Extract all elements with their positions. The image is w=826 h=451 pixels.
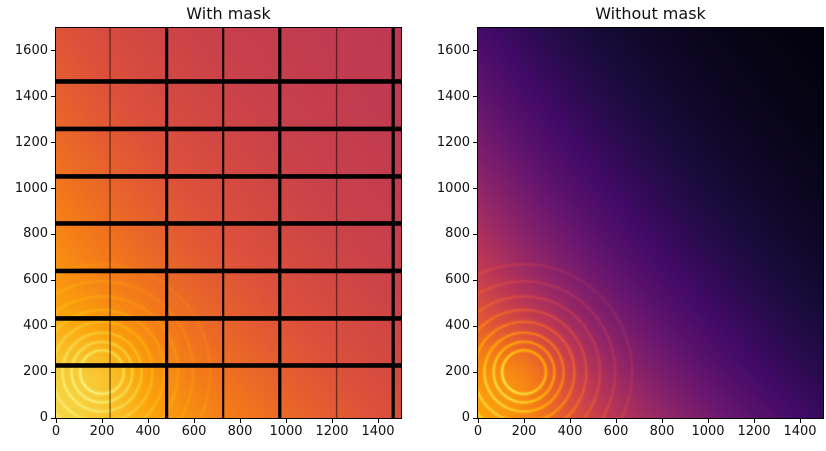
x-axis-tick [239,419,241,423]
y-axis-tick [51,371,55,373]
x-axis-tick-label: 1000 [691,424,725,439]
y-axis-tick-label: 1600 [436,42,470,58]
y-axis-tick-label: 800 [23,226,48,242]
x-axis-tick [285,419,287,423]
y-axis-tick [473,371,477,373]
y-axis-tick-label: 1600 [14,42,48,58]
x-axis-tick [661,419,663,423]
panel-title-without-mask: Without mask [595,4,706,23]
x-axis-tick [55,419,57,423]
y-axis-tick-label: 800 [445,226,470,242]
x-axis-tick [615,419,617,423]
x-axis-tick-label: 0 [51,424,61,439]
y-axis-tick-label: 600 [445,272,470,288]
x-axis-tick [477,419,479,423]
y-axis-tick [51,188,55,190]
heatmap-without-mask [477,27,824,419]
x-axis-tick-label: 1200 [737,424,771,439]
y-axis-tick [473,279,477,281]
x-axis-tick-label: 600 [181,424,207,439]
y-axis-tick-label: 600 [23,272,48,288]
heatmap-with-mask [55,27,402,419]
y-axis-tick [473,50,477,52]
y-axis-tick [51,417,55,419]
y-axis-tick-label: 1000 [14,180,48,196]
x-axis-tick-label: 400 [557,424,583,439]
x-axis-tick [523,419,525,423]
y-axis-tick [51,50,55,52]
y-axis-tick [51,325,55,327]
x-axis-tick [799,419,801,423]
x-axis-tick-label: 1200 [315,424,349,439]
y-axis-tick [51,96,55,98]
y-axis-tick-label: 0 [39,410,48,425]
panel-title-with-mask: With mask [186,4,271,23]
y-axis-tick-label: 1400 [14,88,48,104]
y-axis-tick [473,417,477,419]
x-axis-tick-label: 200 [89,424,115,439]
x-axis-tick [707,419,709,423]
y-axis-tick [473,188,477,190]
y-axis-tick-label: 1200 [436,134,470,150]
y-axis-tick [51,142,55,144]
panel-without-mask: Without mask 0 200 400 600 800 1000 1200 1400 0 2… [437,0,824,451]
y-axis-tick-label: 1000 [436,180,470,196]
y-axis-tick-label: 1200 [14,134,48,150]
y-axis-tick-label: 400 [23,318,48,334]
x-axis-tick-label: 800 [649,424,675,439]
x-axis-tick-label: 1000 [269,424,303,439]
x-axis-tick-label: 200 [511,424,537,439]
x-axis-tick-label: 1400 [361,424,395,439]
x-axis-tick-label: 800 [227,424,253,439]
x-axis-tick [101,419,103,423]
y-axis-tick-label: 400 [445,318,470,334]
x-axis-tick [377,419,379,423]
y-axis-tick [473,96,477,98]
x-axis-tick-label: 0 [473,424,483,439]
y-axis-tick [51,279,55,281]
x-axis-tick [147,419,149,423]
x-axis-tick [753,419,755,423]
y-axis-tick [473,325,477,327]
y-axis-tick-label: 1400 [436,88,470,104]
x-axis-tick [193,419,195,423]
y-axis-tick-label: 200 [23,364,48,380]
y-axis-tick-label: 200 [445,364,470,380]
x-axis-tick [331,419,333,423]
x-axis-tick [569,419,571,423]
x-axis-tick-label: 400 [135,424,161,439]
y-axis-tick [473,142,477,144]
y-axis-tick-label: 0 [461,410,470,425]
y-axis-tick [51,233,55,235]
x-axis-tick-label: 600 [603,424,629,439]
panel-with-mask: With mask 0 200 400 600 800 1000 1200 1400 0 200 4… [15,0,402,451]
x-axis-tick-label: 1400 [783,424,817,439]
y-axis-tick [473,233,477,235]
